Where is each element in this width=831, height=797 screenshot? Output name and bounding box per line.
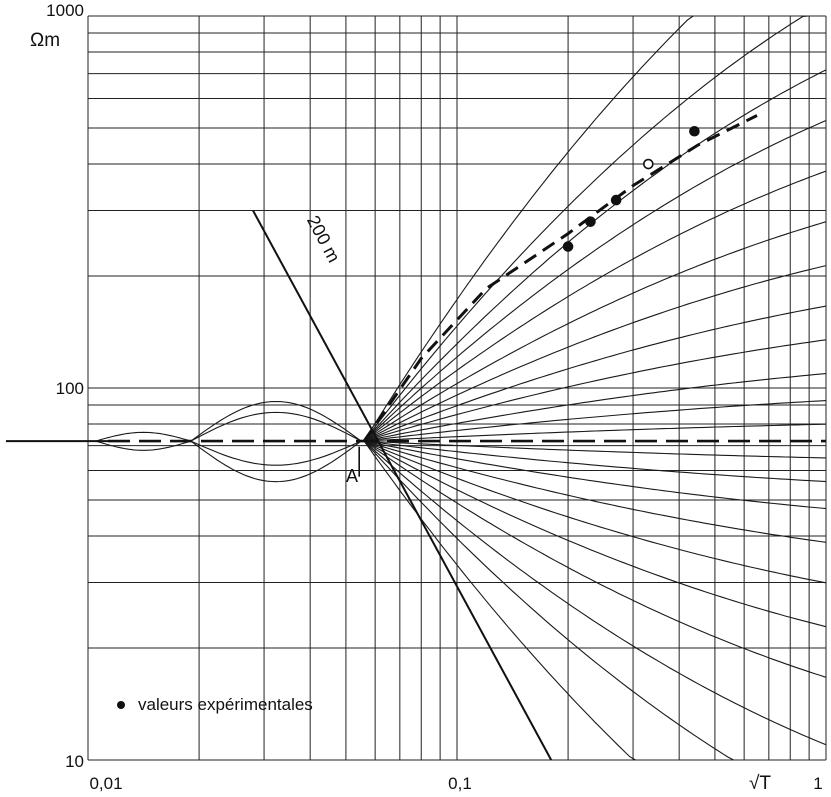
model-curve	[363, 440, 827, 584]
x-tick-label-0-1: 0,1	[448, 774, 472, 793]
y-axis-unit: Ωm	[30, 30, 60, 51]
lobe-curve-lower	[190, 440, 362, 466]
model-curve	[363, 305, 827, 442]
model-curve	[364, 400, 827, 442]
model-curve	[363, 69, 827, 442]
experimental-point	[689, 125, 700, 137]
reference-line-200m	[252, 210, 553, 761]
y-tick-label-100: 100	[56, 379, 84, 398]
model-curve	[363, 440, 734, 761]
reference-line-label: 200 m	[303, 212, 344, 266]
chart-overlay	[6, 114, 826, 761]
log-grid	[87, 15, 827, 761]
lobe-curve-lower	[95, 440, 192, 451]
model-curve	[363, 339, 827, 442]
model-curve	[363, 440, 827, 746]
model-curve	[364, 423, 827, 442]
model-curve	[363, 15, 694, 442]
model-curve	[363, 440, 827, 510]
x-tick-label-1: 1	[813, 774, 822, 793]
model-curve	[363, 170, 827, 442]
model-curve	[363, 440, 827, 678]
model-curve	[363, 15, 809, 442]
model-curve	[364, 440, 827, 459]
model-curve	[363, 440, 636, 761]
model-curve	[363, 119, 827, 442]
experimental-point	[643, 158, 654, 170]
legend-entry-experimental: valeurs expérimentales	[138, 695, 313, 714]
legend-marker-dot	[117, 701, 125, 709]
lobe-curve-lower	[190, 440, 362, 483]
model-curve	[363, 440, 827, 628]
model-curve	[363, 440, 827, 543]
point-a-label: A	[346, 466, 358, 486]
experimental-point	[585, 216, 596, 227]
y-tick-label-1000: 1000	[46, 1, 84, 20]
lobe-curve-upper	[95, 431, 192, 442]
curve-family	[95, 15, 827, 761]
experimental-point	[610, 194, 622, 206]
lobe-curve-upper	[190, 400, 362, 442]
model-curve	[363, 265, 827, 442]
y-tick-label-10: 10	[65, 752, 84, 771]
x-tick-label-0-01: 0,01	[89, 774, 122, 793]
x-axis-label: √T	[749, 773, 771, 794]
model-curve	[363, 373, 827, 442]
model-curve	[363, 221, 827, 442]
interpretation-curve	[362, 114, 758, 442]
experimental-point	[562, 241, 574, 252]
lobe-curve-upper	[190, 411, 362, 442]
model-curve	[364, 440, 827, 483]
